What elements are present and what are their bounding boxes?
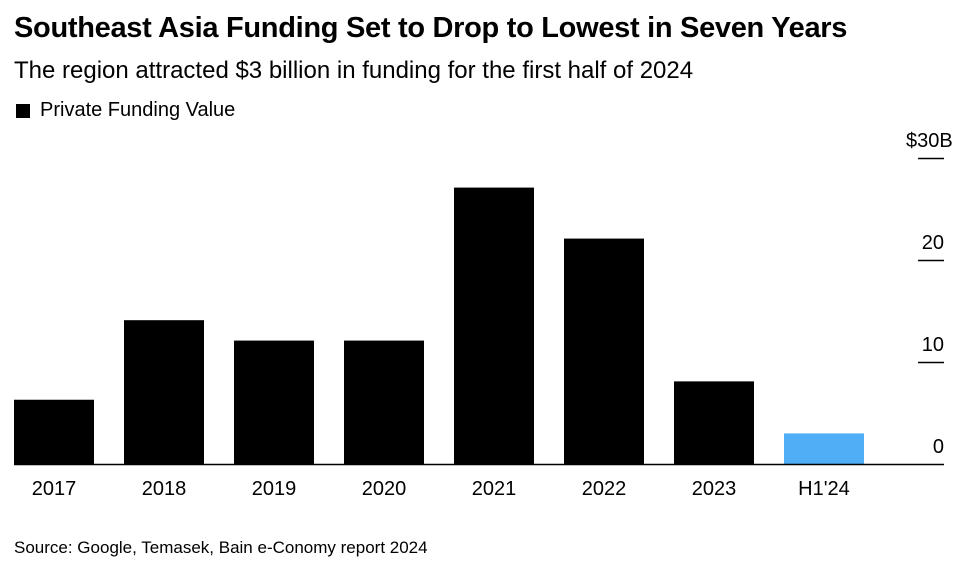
x-tick-label: 2017 [32,478,77,500]
bars-group [14,187,864,464]
x-tick-label: H1'24 [798,478,850,500]
bar-2020 [344,340,424,464]
x-tick-label: 2020 [362,478,407,500]
y-tick-label: 10 [922,334,944,356]
chart-subtitle: The region attracted $3 billion in fundi… [14,57,694,84]
bar-2018 [124,320,204,464]
x-tick-label: 2018 [142,478,187,500]
bar-2021 [454,187,534,464]
x-tick-label: 2022 [582,478,627,500]
bar-2019 [234,340,314,464]
x-axis: 2017 2018 2019 2020 2021 2022 2023 H1'24 [14,463,944,500]
y-tick-label: 0 [933,436,944,458]
legend-swatch [16,103,30,118]
bar-2022 [564,238,644,464]
y-tick-label: 20 [922,232,944,254]
x-tick-label: 2019 [252,478,297,500]
legend-label: Private Funding Value [40,99,236,121]
bar-2023 [674,381,754,464]
y-axis: 0 10 20 $30B [906,130,953,458]
x-tick-label: 2021 [472,478,517,500]
y-tick-label: $30B [906,130,953,152]
bar-H1'24 [784,433,864,464]
bar-2017 [14,399,94,464]
legend: Private Funding Value [16,99,235,122]
x-tick-label: 2023 [692,478,737,500]
chart-title: Southeast Asia Funding Set to Drop to Lo… [14,12,848,44]
source-note: Source: Google, Temasek, Bain e-Conomy r… [14,538,428,557]
